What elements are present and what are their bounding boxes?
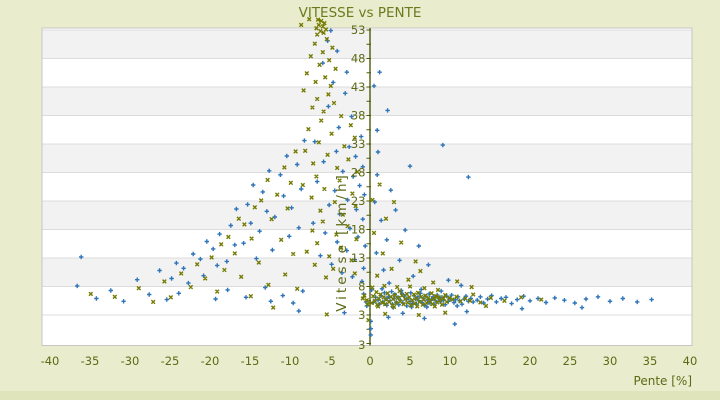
x-tick-label: 20: [523, 354, 538, 368]
y-tick-label: 3: [358, 308, 365, 322]
x-tick-label: -40: [41, 354, 60, 368]
y-tick-label: 53: [351, 23, 366, 37]
series-points-path: [88, 16, 544, 323]
x-tick-label: 35: [643, 354, 658, 368]
y-axis-label: Vitesse [km/h]: [334, 172, 350, 312]
x-tick-label: 10: [443, 354, 458, 368]
x-axis-label: Pente [%]: [634, 374, 692, 388]
y-tick-label: 8: [358, 280, 365, 294]
chart-title: VITESSE vs PENTE: [299, 5, 422, 21]
y-tick-label: 48: [351, 52, 366, 66]
x-tick-label: -20: [201, 354, 220, 368]
y-tick-label: 28: [351, 166, 366, 180]
y-axis-line: [366, 28, 371, 346]
x-axis-tick-labels: -40 -35 -30 -25 -20 -15 -10 -5 0 5 10 15 20 25 30 35 40: [41, 354, 698, 368]
y-tick-label: 18: [351, 223, 366, 237]
y-tick-label: 23: [351, 194, 366, 208]
plot-border: [41, 27, 693, 346]
y-tick-label: 33: [351, 137, 366, 151]
x-tick-label: 40: [683, 354, 698, 368]
x-tick-label: -25: [161, 354, 180, 368]
x-tick-label: 15: [483, 354, 498, 368]
series-x: [88, 16, 544, 323]
x-tick-label: -35: [81, 354, 100, 368]
x-tick-label: 30: [603, 354, 618, 368]
y-tick-label: 43: [351, 80, 366, 94]
x-tick-label: 25: [563, 354, 578, 368]
x-tick-label: 0: [366, 354, 373, 368]
x-tick-label: -5: [324, 354, 335, 368]
y-tick-label: 13: [351, 251, 366, 265]
footer-strip: [0, 391, 720, 400]
x-tick-label: 5: [406, 354, 413, 368]
x-tick-label: -15: [241, 354, 260, 368]
y-tick-label: 38: [351, 109, 366, 123]
x-tick-label: -10: [281, 354, 300, 368]
scatter-points: [75, 16, 654, 338]
x-tick-label: -30: [121, 354, 140, 368]
y-axis-bottom-label: 3: [358, 338, 365, 352]
